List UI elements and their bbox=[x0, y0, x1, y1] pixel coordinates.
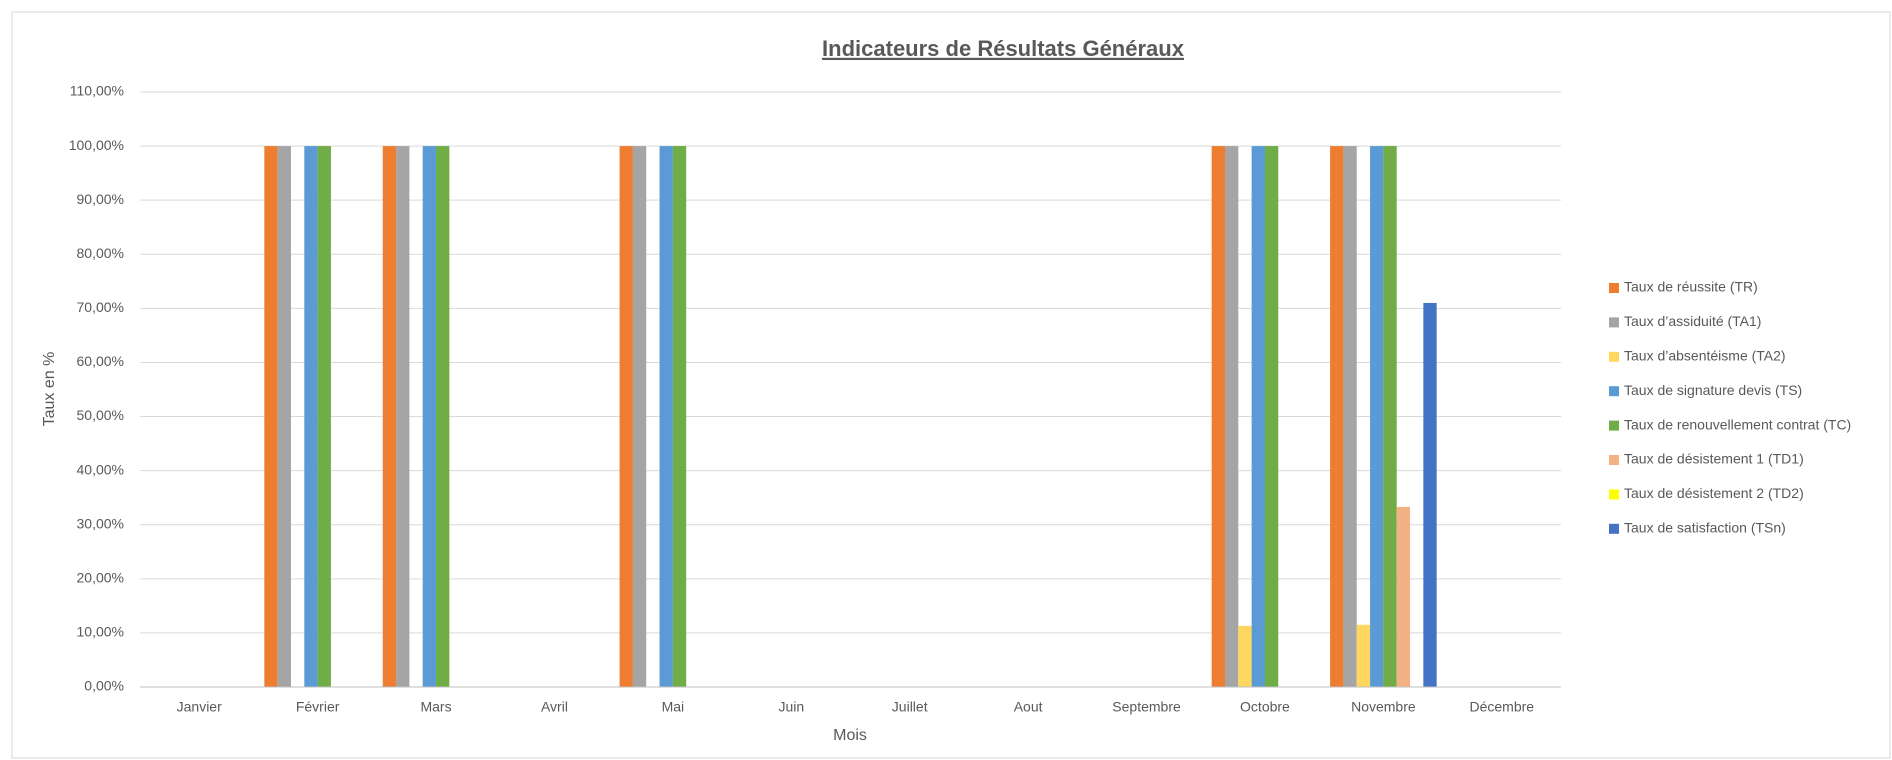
y-tick-label: 110,00% bbox=[70, 83, 124, 99]
x-tick-label: Novembre bbox=[1351, 699, 1416, 715]
x-tick-label: Aout bbox=[1014, 699, 1043, 715]
y-tick-label: 70,00% bbox=[77, 299, 124, 315]
bar bbox=[1238, 625, 1252, 687]
legend-swatch bbox=[1609, 489, 1619, 500]
y-tick-label: 60,00% bbox=[77, 353, 124, 369]
chart-frame bbox=[11, 11, 1891, 759]
bar bbox=[1343, 146, 1357, 687]
legend-label: Taux de satisfaction (TSn) bbox=[1624, 520, 1786, 536]
y-tick-label: 40,00% bbox=[77, 461, 124, 477]
y-tick-label: 30,00% bbox=[77, 515, 124, 531]
bar bbox=[1396, 506, 1411, 687]
bar bbox=[1356, 624, 1371, 687]
bar bbox=[382, 146, 397, 687]
y-tick-label: 90,00% bbox=[77, 191, 124, 207]
bar bbox=[1370, 146, 1384, 687]
bar bbox=[1330, 146, 1344, 687]
bar bbox=[304, 146, 318, 687]
legend-swatch bbox=[1609, 455, 1619, 465]
legend-label: Taux de désistement 2 (TD2) bbox=[1624, 485, 1804, 501]
legend-swatch bbox=[1609, 283, 1619, 293]
legend-swatch bbox=[1609, 523, 1619, 534]
legend-label: Taux d’assiduité (TA1) bbox=[1624, 313, 1761, 329]
y-tick-label: 80,00% bbox=[77, 245, 124, 261]
legend-label: Taux de désistement 1 (TD1) bbox=[1624, 451, 1804, 467]
bar bbox=[632, 146, 647, 687]
legend-label: Taux de renouvellement contrat (TC) bbox=[1624, 416, 1851, 432]
bar bbox=[1423, 302, 1437, 687]
bar bbox=[619, 146, 633, 687]
y-tick-label: 10,00% bbox=[77, 624, 124, 640]
chart-title: Indicateurs de Résultats Généraux bbox=[822, 36, 1185, 61]
legend-swatch bbox=[1609, 386, 1619, 397]
x-axis-label: Mois bbox=[833, 727, 867, 744]
bar bbox=[1383, 146, 1397, 687]
bar bbox=[264, 146, 278, 687]
bar bbox=[672, 146, 687, 687]
x-tick-label: Mai bbox=[662, 699, 685, 715]
x-tick-label: Juin bbox=[778, 699, 804, 715]
bar bbox=[1264, 146, 1279, 687]
bar bbox=[396, 146, 410, 687]
y-axis-label: Taux en % bbox=[41, 352, 58, 427]
y-tick-label: 100,00% bbox=[69, 137, 124, 153]
y-tick-label: 50,00% bbox=[77, 407, 124, 423]
legend-swatch bbox=[1609, 420, 1619, 431]
x-tick-label: Avril bbox=[541, 699, 568, 715]
bar bbox=[277, 146, 291, 687]
legend-swatch bbox=[1609, 351, 1619, 362]
x-tick-label: Février bbox=[296, 699, 340, 715]
bar bbox=[436, 146, 450, 687]
legend-swatch bbox=[1609, 317, 1619, 328]
x-tick-label: Mars bbox=[420, 699, 451, 715]
legend-label: Taux de réussite (TR) bbox=[1624, 279, 1758, 295]
x-tick-label: Juillet bbox=[892, 699, 928, 715]
bar bbox=[317, 146, 331, 687]
bar bbox=[1211, 146, 1225, 687]
bar bbox=[1251, 146, 1265, 687]
x-tick-label: Décembre bbox=[1469, 699, 1534, 715]
x-tick-label: Octobre bbox=[1240, 699, 1290, 715]
bar bbox=[659, 146, 673, 687]
y-tick-label: 0,00% bbox=[84, 678, 124, 694]
bar bbox=[1224, 146, 1239, 687]
y-tick-label: 20,00% bbox=[77, 570, 124, 586]
x-tick-label: Septembre bbox=[1112, 699, 1181, 715]
bar bbox=[422, 146, 437, 687]
x-tick-label: Janvier bbox=[177, 699, 222, 715]
legend-label: Taux d’absentéisme (TA2) bbox=[1624, 348, 1786, 364]
legend-label: Taux de signature devis (TS) bbox=[1624, 382, 1802, 398]
